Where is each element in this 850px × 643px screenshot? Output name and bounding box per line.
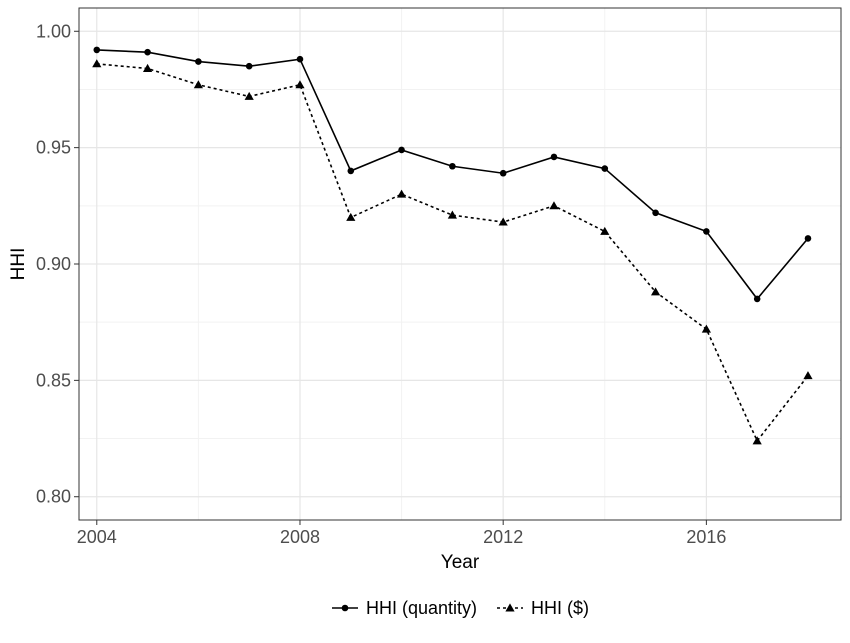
- data-point: [498, 217, 508, 226]
- data-point: [804, 235, 812, 242]
- series-dollar: [92, 59, 813, 445]
- data-point: [144, 48, 151, 56]
- data-point: [803, 371, 813, 380]
- data-point: [701, 324, 711, 333]
- data-point: [449, 162, 456, 170]
- data-point: [195, 58, 202, 65]
- series-line: [96, 49, 809, 301]
- data-point: [398, 146, 405, 154]
- grid: [79, 8, 841, 520]
- series-line: [96, 63, 809, 443]
- data-point: [244, 91, 254, 100]
- y-tick-label: 1.00: [36, 21, 71, 41]
- data-point: [549, 201, 559, 210]
- series-quantity: [93, 46, 812, 303]
- data-point: [193, 80, 203, 89]
- legend-key-marker: [341, 604, 349, 612]
- x-tick-label: 2008: [280, 527, 320, 547]
- data-point: [447, 210, 457, 219]
- data-point: [650, 287, 661, 296]
- legend: HHI (quantity) HHI ($): [332, 598, 589, 618]
- y-tick-label: 0.85: [36, 370, 71, 390]
- series-layer: [92, 46, 813, 445]
- data-point: [245, 62, 253, 70]
- data-point: [550, 153, 558, 161]
- data-point: [93, 46, 101, 54]
- data-point: [601, 165, 609, 172]
- data-point: [652, 209, 659, 217]
- x-axis-title: Year: [441, 552, 480, 573]
- data-point: [295, 80, 305, 89]
- data-point: [499, 169, 507, 177]
- y-tick-label: 0.90: [36, 254, 71, 274]
- axes: 0.80 0.85 0.90 0.95 1.00 2004 2008 2012 2016: [36, 21, 726, 547]
- y-tick-label: 0.95: [36, 138, 71, 158]
- legend-label: HHI ($): [531, 598, 589, 618]
- y-axis-title: HHI: [8, 248, 29, 281]
- data-point: [703, 228, 710, 235]
- legend-item: HHI ($): [497, 598, 589, 618]
- x-tick-label: 2004: [77, 527, 117, 547]
- legend-label: HHI (quantity): [366, 598, 477, 618]
- data-point: [142, 63, 153, 72]
- data-point: [752, 436, 762, 445]
- y-tick-label: 0.80: [36, 487, 71, 507]
- data-point: [753, 295, 761, 303]
- x-tick-label: 2012: [483, 527, 523, 547]
- legend-item: HHI (quantity): [332, 598, 477, 618]
- data-point: [347, 167, 355, 175]
- data-point: [296, 55, 304, 63]
- data-point: [396, 189, 407, 198]
- legend-key-marker: [505, 603, 515, 612]
- data-point: [92, 59, 102, 68]
- data-point: [600, 226, 610, 235]
- data-point: [346, 212, 356, 221]
- x-tick-label: 2016: [686, 527, 726, 547]
